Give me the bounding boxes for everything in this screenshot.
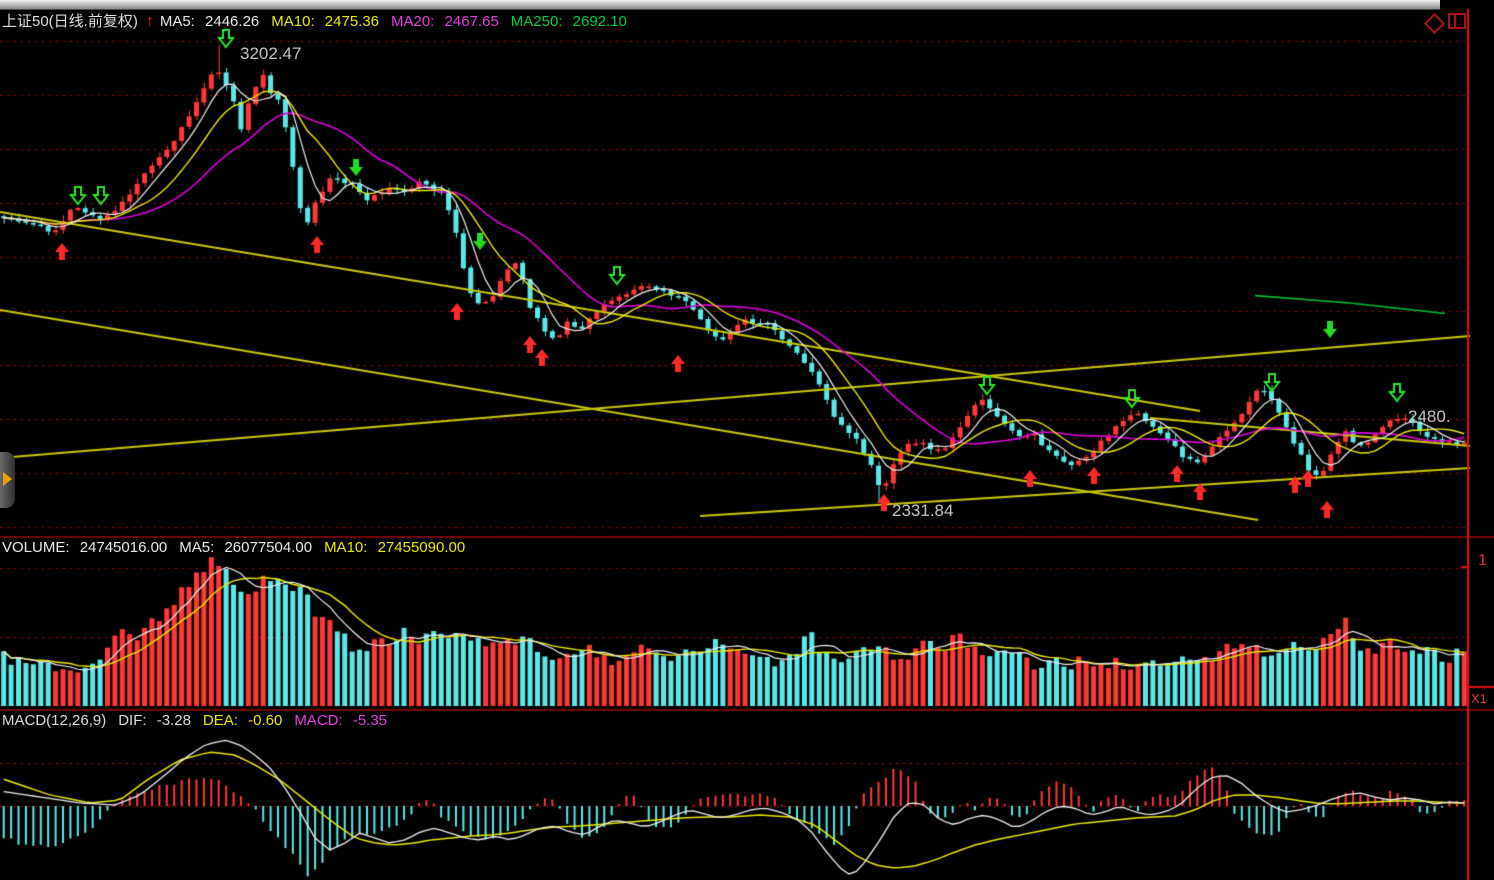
- ma250-label: MA250: 2692.10: [510, 13, 627, 30]
- volume-axis-tick-label: 1: [1478, 552, 1487, 569]
- volume-ma10-label: MA10: 27455090.00: [324, 539, 466, 556]
- dif-label: DIF: -3.28: [118, 712, 191, 729]
- trough-price-label: 2331.84: [892, 501, 954, 520]
- window-split-icon[interactable]: [1448, 13, 1466, 29]
- latest-price-label: 2480.: [1408, 407, 1451, 426]
- volume-label: VOLUME: 24745016.00: [2, 539, 168, 556]
- macd-params-label: MACD(12,26,9): [2, 712, 107, 729]
- sidebar-expander-tab[interactable]: [0, 452, 15, 508]
- ma20-label: MA20: 2467.65: [391, 13, 499, 30]
- ma10-label: MA10: 2475.36: [271, 13, 380, 30]
- dea-label: DEA: -0.60: [202, 712, 283, 729]
- volume-pane-header: VOLUME: 24745016.00 MA5: 26077504.00 MA10:…: [2, 539, 477, 556]
- macd-value-label: MACD: -5.35: [294, 712, 388, 729]
- symbol-title: 上证50(日线.前复权): [2, 13, 138, 30]
- top-scrollbar-strip[interactable]: [0, 0, 1440, 10]
- peak-price-label: 3202.47: [240, 44, 302, 63]
- macd-pane-header: MACD(12,26,9) DIF: -3.28 DEA: -0.60 MACD: -…: [2, 712, 399, 729]
- volume-scale-label: X1: [1471, 691, 1487, 706]
- main-chart-header: 上证50(日线.前复权) ↑ MA5: 2446.26 MA10: 2475.36 MA…: [2, 10, 639, 31]
- expand-arrow-icon: [3, 472, 12, 486]
- volume-ma5-label: MA5: 26077504.00: [179, 539, 313, 556]
- ma5-label: MA5: 2446.26: [159, 13, 260, 30]
- up-arrow-icon: ↑: [145, 13, 154, 30]
